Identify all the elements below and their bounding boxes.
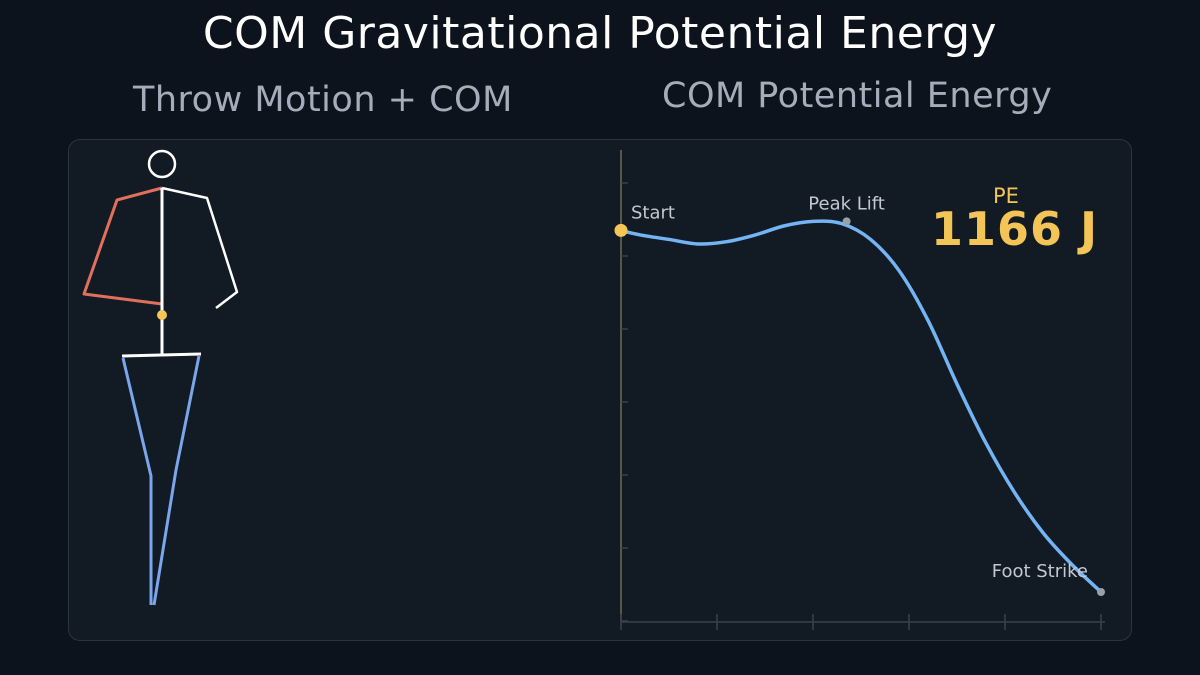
annotation-marker-start xyxy=(614,223,628,237)
left-leg xyxy=(152,355,201,606)
pe-readout-value: 1166 J xyxy=(931,202,1099,256)
pe-curve xyxy=(619,219,1103,594)
right-leg xyxy=(121,357,153,605)
left-subtitle: Throw Motion + COM xyxy=(133,80,513,120)
annotation-label-start: Start xyxy=(631,202,675,223)
x-ticks xyxy=(620,614,1102,630)
pe-readout-label: PE xyxy=(993,184,1019,208)
annotation-label-peak-lift: Peak Lift xyxy=(808,193,885,214)
annotations: Start Peak Lift Foot Strike xyxy=(614,193,1105,596)
left-arm xyxy=(161,186,239,309)
annotation-marker-peak-lift xyxy=(842,217,851,226)
pe-chart: Start Peak Lift Foot Strike xyxy=(614,150,1105,630)
right-arm xyxy=(82,186,163,306)
annotation-label-foot-strike: Foot Strike xyxy=(992,561,1088,582)
y-ticks xyxy=(621,182,628,622)
chart-title: COM Potential Energy xyxy=(662,76,1053,116)
visualization-panel xyxy=(68,139,1132,641)
annotation-marker-foot-strike xyxy=(1097,588,1105,596)
hip-line xyxy=(121,352,202,358)
main-title: COM Gravitational Potential Energy xyxy=(202,8,998,59)
head-icon xyxy=(147,149,177,179)
stick-figure xyxy=(82,149,239,606)
com-marker xyxy=(157,310,167,320)
